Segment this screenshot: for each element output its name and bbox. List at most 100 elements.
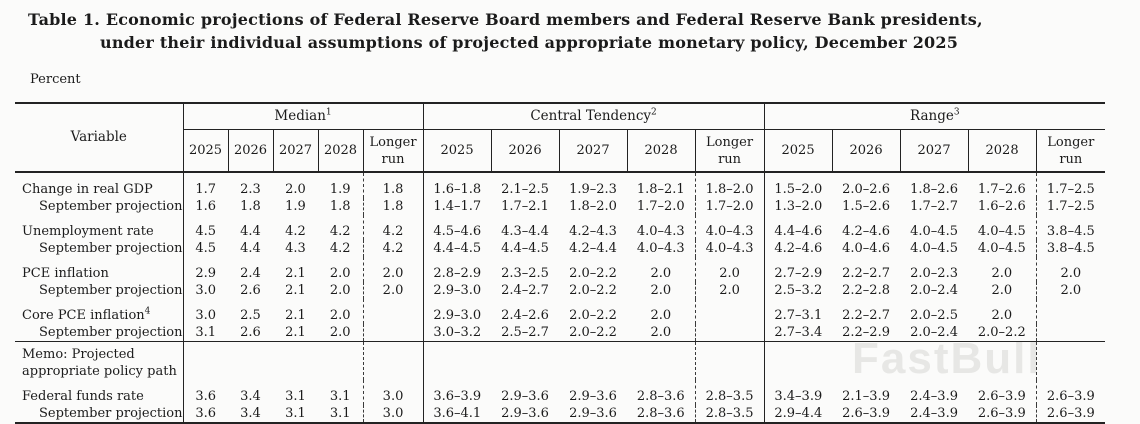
data-cell-central: 3.0–3.2 bbox=[422, 324, 492, 342]
data-cell-central bbox=[694, 324, 765, 342]
data-cell-median: 3.0 bbox=[362, 405, 424, 423]
data-cell-median: 1.6 bbox=[182, 198, 228, 215]
data-cell-range: 2.6–3.9 bbox=[842, 406, 890, 421]
data-cell-central: 4.4–4.5 bbox=[422, 240, 492, 257]
data-cell-median: 4.2 bbox=[362, 215, 424, 240]
data-cell-median: 3.6 bbox=[182, 380, 228, 405]
table-title-line1: Table 1. Economic projections of Federal… bbox=[28, 10, 983, 29]
data-cell-central: 2.1–2.5 bbox=[501, 182, 549, 197]
data-cell-median: 3.4 bbox=[240, 406, 261, 421]
data-cell-central: 2.8–3.6 bbox=[636, 406, 685, 421]
year-header-cell: 2028 bbox=[317, 129, 363, 173]
data-cell-central: 1.4–1.7 bbox=[422, 198, 492, 215]
data-cell-range: 3.8–4.5 bbox=[1035, 215, 1106, 240]
data-cell-central: 2.9–3.6 bbox=[569, 389, 617, 404]
data-cell-central: 1.9–2.3 bbox=[569, 182, 617, 197]
data-cell-central: 2.0 bbox=[650, 325, 672, 340]
data-cell-range: 4.0–4.5 bbox=[977, 241, 1026, 256]
data-cell-median: 4.5 bbox=[182, 240, 228, 257]
data-cell-range: 2.9–4.4 bbox=[763, 405, 833, 423]
data-cell-median: 3.0 bbox=[182, 299, 228, 324]
data-cell-central: 3.6–3.9 bbox=[422, 380, 492, 405]
data-cell-central: 3.6–4.1 bbox=[422, 405, 492, 423]
unit-label: Percent bbox=[30, 72, 81, 87]
projections-table: Variable Median1 Central Tendency2 Range3 20… bbox=[15, 102, 1106, 424]
section-header-central-tendency: Central Tendency2 bbox=[422, 103, 765, 130]
year-header-cell: Longer run bbox=[1035, 129, 1106, 173]
data-cell-median: 1.8 bbox=[329, 199, 351, 214]
data-cell-median bbox=[362, 299, 424, 324]
row-label: PCE inflation bbox=[22, 266, 109, 281]
data-cell-central: 1.8–2.0 bbox=[569, 199, 617, 214]
data-cell-range bbox=[1035, 324, 1106, 342]
row-label: September projection bbox=[39, 283, 183, 298]
data-cell-central: 4.5–4.6 bbox=[422, 215, 492, 240]
data-cell-range: 2.7–3.1 bbox=[763, 299, 833, 324]
data-cell-central: 2.0–2.2 bbox=[569, 308, 617, 323]
table-header: Variable Median1 Central Tendency2 Range3 20… bbox=[15, 103, 1106, 173]
data-cell-median: 3.1 bbox=[329, 406, 351, 421]
data-cell-range: 3.8–4.5 bbox=[1035, 240, 1106, 257]
data-cell-median: 3.1 bbox=[182, 324, 228, 342]
table-body: Change in real GDP 1.7 2.3 2.0 1.9 1.8 1.6–1.8… bbox=[15, 172, 1106, 423]
year-header-cell: Longer run bbox=[362, 129, 424, 173]
data-cell-range: 2.4–3.9 bbox=[910, 389, 958, 404]
year-header-cell: 2025 bbox=[763, 129, 833, 173]
data-cell-central bbox=[694, 299, 765, 324]
data-cell-central: 2.3–2.5 bbox=[501, 266, 549, 281]
data-cell-median: 4.2 bbox=[329, 241, 351, 256]
data-cell-range: 2.0 bbox=[991, 266, 1013, 281]
data-cell-range: 1.3–2.0 bbox=[763, 198, 833, 215]
year-header-cell: 2026 bbox=[490, 129, 560, 173]
data-cell-central: 2.5–2.7 bbox=[501, 325, 549, 340]
data-cell-median: 2.1 bbox=[285, 283, 306, 298]
section-header-median: Median1 bbox=[182, 103, 424, 130]
year-header-cell: 2027 bbox=[558, 129, 628, 173]
row-label: Core PCE inflation4 bbox=[22, 306, 151, 323]
data-cell-central: 1.7–2.0 bbox=[694, 198, 765, 215]
data-cell-central: 2.4–2.6 bbox=[501, 308, 549, 323]
data-cell-central: 1.7–2.0 bbox=[636, 199, 685, 214]
data-cell-range: 1.7–2.5 bbox=[1035, 172, 1106, 198]
data-cell-range: 1.8–2.6 bbox=[910, 182, 958, 197]
data-cell-median: 2.0 bbox=[362, 282, 424, 299]
data-cell-median: 1.9 bbox=[285, 199, 306, 214]
data-cell-median: 1.7 bbox=[182, 172, 228, 198]
data-cell-median: 4.3 bbox=[285, 241, 306, 256]
data-cell-range: 4.0–4.5 bbox=[977, 224, 1026, 239]
data-cell-median: 2.0 bbox=[329, 266, 351, 281]
year-header-cell: 2028 bbox=[626, 129, 696, 173]
data-cell-median: 4.4 bbox=[240, 224, 261, 239]
data-cell-central: 1.6–1.8 bbox=[422, 172, 492, 198]
data-cell-central bbox=[627, 341, 696, 380]
data-cell-median: 2.0 bbox=[329, 308, 351, 323]
data-cell-range: 4.0–4.5 bbox=[910, 224, 958, 239]
data-cell-range: 3.4–3.9 bbox=[763, 380, 833, 405]
row-label: September projection bbox=[39, 199, 183, 214]
data-cell-range: 2.0 bbox=[991, 308, 1013, 323]
data-cell-range: 4.2–4.6 bbox=[842, 224, 890, 239]
data-cell-range: 2.6–3.9 bbox=[977, 389, 1026, 404]
data-cell-range: 4.0–4.6 bbox=[842, 241, 890, 256]
data-cell-central: 4.0–4.3 bbox=[636, 241, 685, 256]
data-cell-range: 1.6–2.6 bbox=[977, 199, 1026, 214]
data-cell-range: 4.0–4.5 bbox=[910, 241, 958, 256]
data-cell-central: 2.0 bbox=[694, 257, 765, 282]
data-cell-median: 2.5 bbox=[240, 308, 261, 323]
data-cell-central: 2.8–3.5 bbox=[694, 405, 765, 423]
data-cell-central: 2.8–3.5 bbox=[694, 380, 765, 405]
data-cell-central: 1.7–2.1 bbox=[501, 199, 549, 214]
data-cell-range bbox=[900, 341, 969, 380]
data-cell-central: 2.0–2.2 bbox=[569, 325, 617, 340]
data-cell-range: 2.4–3.9 bbox=[910, 406, 958, 421]
data-cell-central: 4.0–4.3 bbox=[694, 240, 765, 257]
data-cell-central: 2.0 bbox=[650, 266, 672, 281]
data-cell-range: 2.2–2.8 bbox=[842, 283, 890, 298]
data-cell-median bbox=[318, 341, 363, 380]
data-cell-median: 2.6 bbox=[240, 283, 261, 298]
data-cell-range: 2.2–2.7 bbox=[842, 266, 890, 281]
data-cell-range bbox=[1035, 341, 1106, 380]
row-label: September projection bbox=[39, 325, 183, 340]
data-cell-range: 4.2–4.6 bbox=[763, 240, 833, 257]
